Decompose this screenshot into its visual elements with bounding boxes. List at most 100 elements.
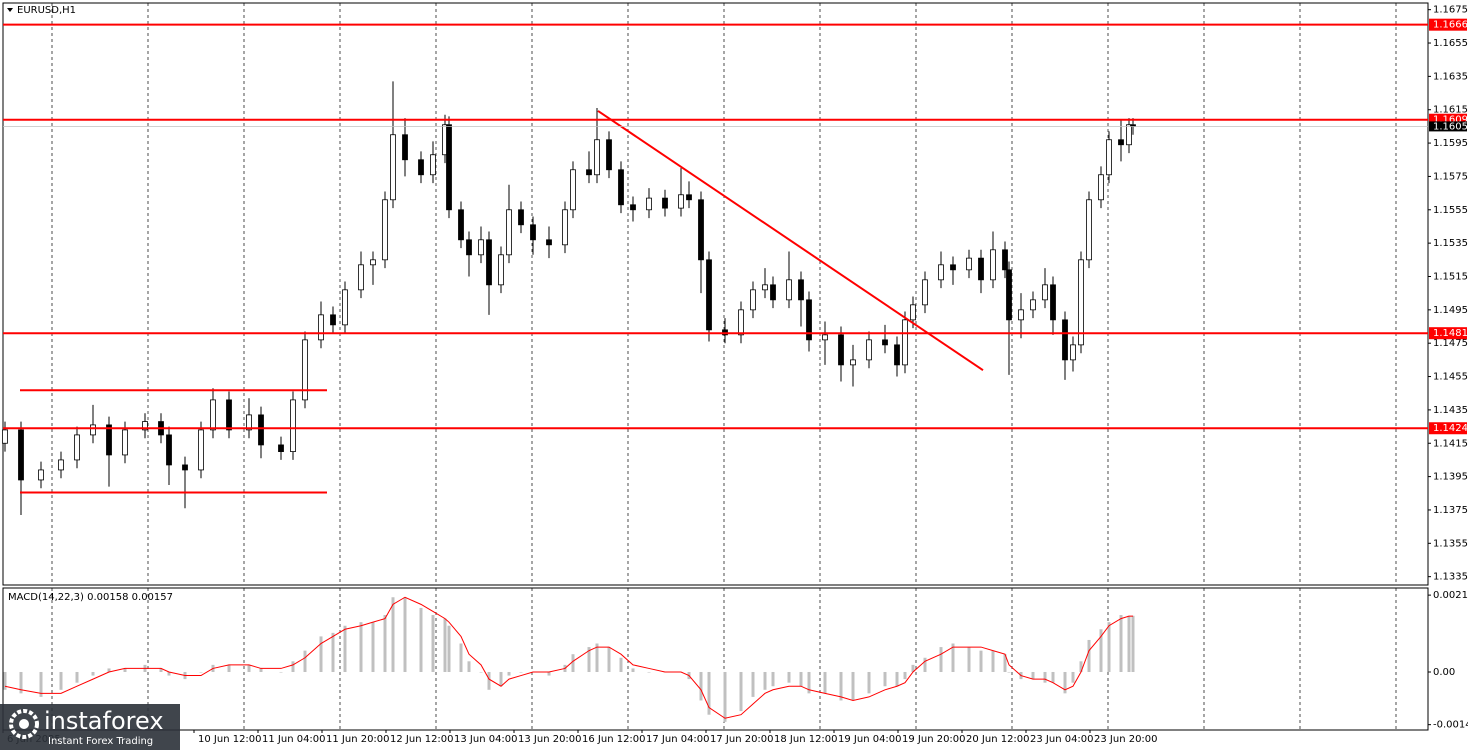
y-tick-label: 1.1515 (1433, 271, 1468, 282)
y-tick-label: 1.1655 (1433, 38, 1468, 49)
macd-bar (467, 661, 471, 672)
macd-bar (403, 597, 407, 672)
macd-bar (1071, 671, 1075, 683)
candle-body (798, 279, 804, 301)
candle-body (530, 224, 536, 241)
candle-body (210, 399, 216, 431)
candle-body (1062, 319, 1068, 361)
trend-line (597, 110, 984, 372)
macd-bar (459, 643, 463, 672)
macd-bar (3, 671, 7, 690)
candle-body (466, 239, 472, 256)
x-tick-label: 10 Jun 12:00 (198, 734, 262, 745)
x-tick-label: 23 Jun 04:00 (1030, 734, 1094, 745)
y-tick-label: 1.1675 (1433, 5, 1468, 16)
candle-body (122, 429, 128, 456)
candle-body (546, 239, 552, 246)
macd-bar (799, 671, 803, 687)
macd-bar (259, 668, 263, 672)
candle-body (866, 339, 872, 361)
y-tick-label: 1.1355 (1433, 538, 1468, 549)
candle-body (458, 209, 464, 241)
candle-body (74, 434, 80, 461)
chart-title: EURUSD,H1 (17, 5, 76, 16)
y-tick-label: 1.1535 (1433, 238, 1468, 249)
y-tick-label: 0.00 (1433, 667, 1455, 678)
macd-bar (1087, 639, 1091, 672)
macd-bar (331, 632, 335, 672)
y-tick-label: 1.1395 (1433, 472, 1468, 483)
macd-bar (587, 647, 591, 672)
macd-bar (479, 671, 483, 673)
candle-body (278, 444, 284, 452)
macd-bar (39, 671, 43, 697)
candle-body (2, 429, 8, 444)
y-tick-label: 1.1435 (1433, 405, 1468, 416)
macd-bar (447, 625, 451, 672)
candle-body (498, 254, 504, 286)
macd-bar (383, 615, 387, 672)
candle-body (978, 257, 984, 281)
macd-title: MACD(14,22,3) 0.00158 0.00157 (8, 592, 173, 603)
y-tick-label: 1.1475 (1433, 338, 1468, 349)
macd-bar (167, 671, 171, 676)
macd-pane (2, 587, 1429, 731)
candle-body (950, 264, 956, 271)
candle-body (38, 469, 44, 481)
candle-body (990, 249, 996, 281)
macd-bar (431, 615, 435, 672)
candle-body (370, 259, 376, 266)
macd-bar (159, 668, 163, 672)
candle-body (302, 339, 308, 401)
candle-body (1050, 284, 1056, 321)
candle-body (478, 239, 484, 256)
candle-body (938, 264, 944, 281)
candle-body (1098, 174, 1104, 201)
macd-bar (1063, 671, 1067, 694)
candle-body (330, 314, 336, 326)
macd-bar (419, 607, 423, 672)
macd-bar (787, 671, 791, 683)
x-tick-label: 18 Jun 12:00 (774, 734, 838, 745)
candle-body (562, 209, 568, 246)
macd-bar (699, 671, 703, 701)
macd-bar (303, 650, 307, 672)
macd-bar (903, 671, 907, 680)
candle-body (18, 429, 24, 481)
macd-bar (867, 671, 871, 694)
macd-bar (343, 625, 347, 672)
candle-body (182, 464, 188, 471)
macd-bar (895, 671, 899, 687)
y-tick-label: 1.1495 (1433, 305, 1468, 316)
candle-body (570, 169, 576, 211)
logo-icon (9, 709, 39, 739)
macd-bar (499, 671, 503, 687)
candle-body (838, 334, 844, 366)
y-tick-label: 1.1595 (1433, 138, 1468, 149)
macd-bar (1131, 615, 1135, 672)
x-tick-label: 19 Jun 04:00 (838, 734, 902, 745)
macd-bar (247, 664, 251, 672)
candle-body (750, 289, 756, 311)
macd-bar (807, 671, 811, 694)
macd-bar (883, 671, 887, 687)
macd-bar (979, 650, 983, 672)
macd-bar (771, 671, 775, 687)
candle-body (90, 424, 96, 436)
macd-bar (595, 643, 599, 672)
y-tick-label: 1.1455 (1433, 372, 1468, 383)
macd-bar (631, 668, 635, 672)
y-tick-label: 0.00216 (1433, 590, 1468, 601)
macd-bar (967, 647, 971, 672)
candle-body (1106, 139, 1112, 176)
level-label: 1.1481 (1433, 328, 1468, 339)
macd-bar (507, 671, 511, 676)
level-label-box (1429, 18, 1467, 31)
candle-body (506, 209, 512, 256)
macd-bar (707, 671, 711, 715)
macd-bar (19, 671, 23, 694)
candle-body (894, 344, 900, 366)
candle-body (382, 199, 388, 261)
macd-bar (519, 671, 523, 673)
candle-body (418, 159, 424, 176)
